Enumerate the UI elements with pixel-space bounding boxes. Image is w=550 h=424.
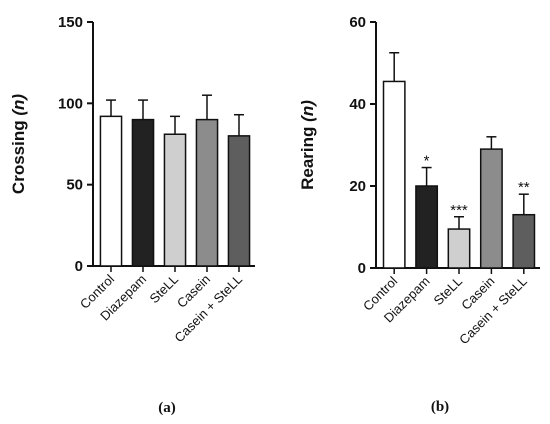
y-tick-label: 20 xyxy=(349,178,366,195)
y-tick-label: 0 xyxy=(358,260,366,277)
bar-diazepam xyxy=(131,118,155,267)
bar-casein-stell xyxy=(227,135,251,267)
bar-casein xyxy=(195,118,219,267)
panel-label: (a) xyxy=(158,400,176,416)
y-tick-label: 100 xyxy=(58,95,83,112)
y-tick-label: 150 xyxy=(58,14,83,31)
y-tick-label: 60 xyxy=(349,14,366,31)
bar-casein xyxy=(479,148,503,269)
bar-stell xyxy=(447,228,471,269)
bar-stell xyxy=(163,133,187,267)
significance-marker: * xyxy=(424,153,430,170)
panel-label: (b) xyxy=(431,399,449,415)
bar-control xyxy=(99,115,123,267)
bar-diazepam xyxy=(415,185,439,269)
bar-control xyxy=(382,80,406,269)
significance-marker: ** xyxy=(518,179,530,196)
y-axis-label: Rearing (n) xyxy=(298,100,317,190)
bar-casein-stell xyxy=(512,213,536,269)
y-tick-label: 40 xyxy=(349,96,366,113)
significance-marker: *** xyxy=(450,202,468,219)
y-axis-label: Crossing (n) xyxy=(9,94,28,194)
y-tick-label: 0 xyxy=(75,258,83,275)
y-tick-label: 50 xyxy=(66,177,83,194)
